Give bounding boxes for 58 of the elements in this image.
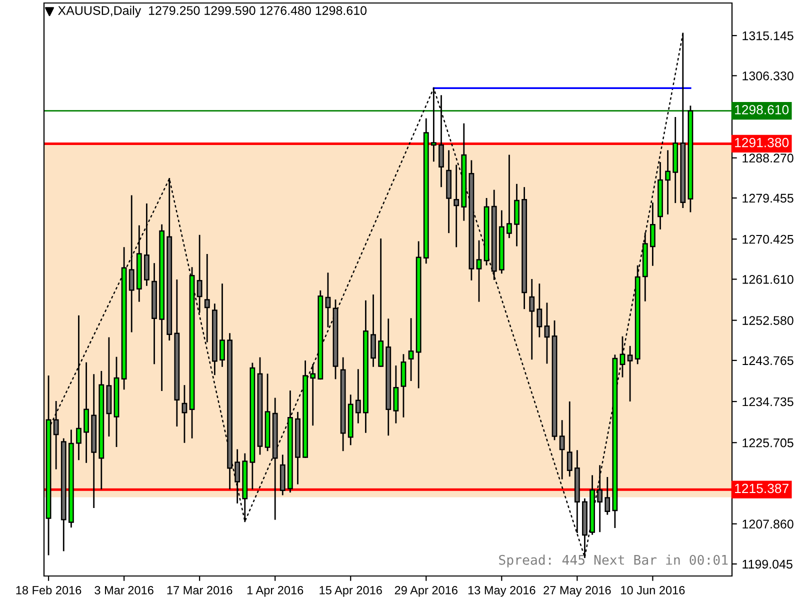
candlestick — [408, 318, 414, 381]
candlestick — [393, 365, 399, 424]
candlestick — [536, 284, 542, 338]
y-tick-label: 1207.860 — [742, 520, 794, 528]
x-tick-label: 10 Jun 2016 — [621, 586, 685, 594]
chart-title: XAUUSD,Daily 1279.250 1299.590 1276.480 1298.610 — [58, 6, 367, 18]
candlestick — [53, 400, 59, 470]
candlestick — [620, 336, 626, 378]
candlestick — [544, 302, 550, 364]
candlestick — [128, 195, 134, 332]
x-tick-label: 1 Apr 2016 — [247, 586, 304, 597]
candlestick — [84, 362, 89, 463]
candlestick — [506, 154, 512, 238]
candlestick — [204, 254, 210, 342]
x-tick-label: 27 May 2016 — [544, 586, 611, 597]
candlestick — [627, 346, 633, 402]
candlestick — [438, 95, 444, 188]
candlestick — [325, 272, 331, 328]
candlestick — [566, 401, 572, 477]
candlestick — [196, 234, 202, 313]
x-tick-label: 18 Feb 2016 — [16, 586, 82, 594]
ref-line-label: 1291.380 — [735, 138, 789, 148]
candlestick — [310, 364, 316, 426]
candlestick — [529, 279, 535, 360]
y-tick-label: 1199.045 — [742, 560, 792, 569]
y-tick-label: 1252.580 — [742, 316, 794, 325]
annotation: Spread: 445 Next Bar in 00:01 — [499, 554, 728, 568]
x-tick-label: 15 Apr 2016 — [320, 586, 382, 597]
candlestick — [665, 150, 671, 214]
candlestick — [476, 240, 482, 302]
x-tick-label: 13 May 2016 — [468, 586, 536, 597]
candlestick — [182, 385, 188, 443]
x-tick-label: 29 Apr 2016 — [394, 586, 458, 597]
candlestick — [220, 284, 225, 367]
candlestick — [370, 294, 376, 367]
y-tick-label: 1225.705 — [742, 438, 794, 448]
y-tick-label: 1315.145 — [742, 31, 794, 40]
y-tick-label: 1243.765 — [742, 356, 794, 366]
candlestick — [604, 477, 610, 515]
y-tick-label: 1261.610 — [742, 275, 794, 284]
candlestick — [355, 369, 361, 424]
candlestick — [597, 465, 603, 532]
ref-line-label: 1215.387 — [735, 484, 788, 494]
y-tick-label: 1270.425 — [742, 234, 794, 244]
y-tick-label: 1306.330 — [742, 71, 794, 80]
y-tick-label: 1279.455 — [742, 194, 794, 203]
candlestick — [514, 184, 520, 246]
x-tick-label: 3 Mar 2016 — [94, 586, 154, 594]
candlestick — [559, 420, 565, 480]
candlestick — [234, 449, 240, 504]
candlestick — [650, 202, 656, 266]
y-tick-label: 1288.270 — [742, 154, 794, 163]
y-tick-label: 1234.735 — [742, 397, 794, 406]
candlestick — [76, 315, 82, 460]
candlestick — [430, 87, 436, 162]
x-tick-label: 17 Mar 2016 — [167, 586, 232, 594]
candlestick — [454, 164, 460, 248]
ref-line-label: 1298.610 — [735, 105, 789, 114]
